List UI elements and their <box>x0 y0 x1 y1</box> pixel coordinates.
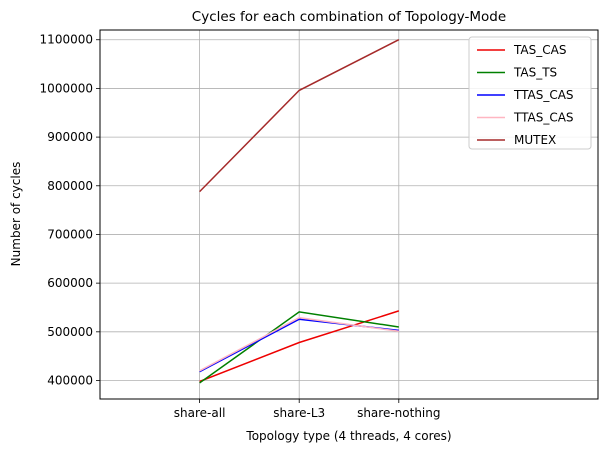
x-tick-label: share-all <box>174 406 226 420</box>
series-lines <box>199 39 400 384</box>
legend-label: MUTEX <box>514 133 556 147</box>
legend-box <box>468 36 592 150</box>
legend-label: TAS_TS <box>513 66 557 80</box>
y-tick-label: 1100000 <box>40 33 93 47</box>
y-tick-label: 900000 <box>47 130 93 144</box>
legend-label: TTAS_CAS <box>513 88 574 102</box>
y-tick-label: 700000 <box>47 227 93 241</box>
x-tick-label: share-nothing <box>357 406 440 420</box>
y-tick-label: 500000 <box>47 325 93 339</box>
series-line-tas-ts <box>199 311 399 384</box>
legend-label: TTAS_CAS <box>513 111 574 125</box>
x-axis-label: Topology type (4 threads, 4 cores) <box>245 429 451 443</box>
x-axis: share-all share-L3 share-nothing <box>174 399 441 420</box>
series-line-mutex <box>199 39 400 193</box>
chart-title: Cycles for each combination of Topology-… <box>192 9 506 25</box>
legend-label: TAS_CAS <box>513 43 566 57</box>
y-tick-label: 1000000 <box>40 81 93 95</box>
plot-frame <box>99 29 599 400</box>
y-axis: 400000 500000 600000 700000 800000 900000 1000… <box>40 33 100 388</box>
series-line-ttas-cas <box>199 316 399 372</box>
y-tick-label: 400000 <box>47 374 93 388</box>
y-axis-label: Number of cycles <box>9 162 23 267</box>
legend: TAS_CAS TAS_TS TTAS_CAS TTAS_CAS MUTEX <box>468 36 592 150</box>
y-tick-label: 600000 <box>47 276 93 290</box>
y-tick-label: 800000 <box>47 179 93 193</box>
x-tick-label: share-L3 <box>273 406 325 420</box>
